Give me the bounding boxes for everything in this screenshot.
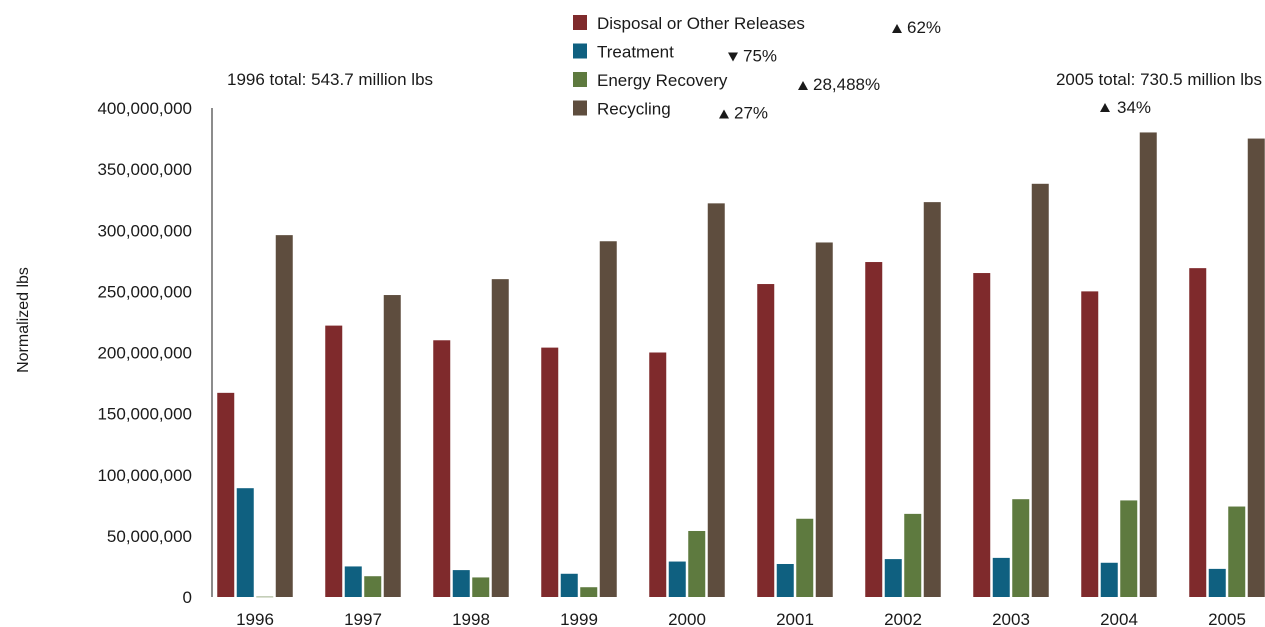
bar-energy-recovery-2003: [1012, 499, 1030, 597]
category-label: 2001: [776, 610, 814, 627]
legend-swatch-disposal-or-other-releases: [573, 15, 587, 30]
bar-treatment-2003: [992, 557, 1010, 597]
up-triangle-icon: [719, 109, 729, 119]
bar-treatment-2004: [1100, 562, 1118, 597]
total-1996-annotation: 1996 total: 543.7 million lbs: [227, 70, 433, 89]
bar-treatment-2000: [668, 561, 686, 597]
bar-energy-recovery-1999: [580, 587, 598, 597]
bars: [217, 132, 1265, 598]
legend: Disposal or Other Releases 62% Treatment 75…: [573, 14, 941, 123]
bar-recycling-1996: [275, 235, 293, 597]
bar-disposal-or-other-releases-2004: [1081, 291, 1099, 597]
bar-disposal-or-other-releases-2005: [1189, 268, 1207, 597]
legend-change-disposal-or-other-releases: 62%: [907, 18, 941, 37]
y-tick-label: 200,000,000: [97, 344, 192, 363]
bar-disposal-or-other-releases-1999: [541, 347, 559, 597]
bar-energy-recovery-1996: [256, 596, 274, 598]
y-tick-label: 400,000,000: [97, 99, 192, 118]
legend-label-energy-recovery: Energy Recovery: [597, 71, 728, 90]
bar-recycling-2002: [923, 202, 941, 597]
legend-swatch-recycling: [573, 100, 587, 116]
y-tick-label: 100,000,000: [97, 466, 192, 485]
category-label: 2005: [1208, 610, 1246, 627]
bar-energy-recovery-2005: [1228, 506, 1246, 597]
bar-recycling-2003: [1031, 183, 1049, 598]
bar-recycling-1998: [491, 279, 509, 597]
y-tick-label: 150,000,000: [97, 405, 192, 424]
y-tick-label: 0: [183, 588, 192, 607]
bar-disposal-or-other-releases-1997: [325, 325, 343, 597]
bar-treatment-1998: [452, 570, 470, 597]
bar-energy-recovery-1997: [364, 576, 382, 597]
y-tick-label: 350,000,000: [97, 160, 192, 179]
legend-swatch-energy-recovery: [573, 72, 587, 87]
category-label: 2000: [668, 610, 706, 627]
bar-disposal-or-other-releases-1996: [217, 392, 235, 597]
bar-recycling-2000: [707, 203, 725, 598]
bar-energy-recovery-2000: [688, 530, 706, 597]
y-tick-label: 300,000,000: [97, 221, 192, 240]
bar-recycling-1999: [599, 241, 617, 597]
bar-energy-recovery-2001: [796, 518, 814, 597]
down-triangle-icon: [728, 52, 738, 62]
bar-disposal-or-other-releases-2003: [973, 273, 991, 597]
total-change-annotation: 34%: [1117, 98, 1151, 117]
bar-recycling-2004: [1139, 132, 1157, 597]
category-label: 2004: [1100, 610, 1138, 627]
legend-swatch-treatment: [573, 43, 587, 59]
bar-energy-recovery-1998: [472, 577, 490, 597]
annotations: 1996 total: 543.7 million lbs 2005 total…: [227, 70, 1262, 117]
bar-energy-recovery-2002: [904, 513, 922, 597]
y-tick-labels: 0 50,000,000 100,000,000 150,000,000 200,000…: [97, 99, 192, 607]
bar-treatment-1996: [236, 488, 254, 597]
category-label: 1996: [236, 610, 274, 627]
bar-treatment-1997: [344, 566, 362, 597]
legend-label-treatment: Treatment: [597, 43, 674, 62]
legend-label-disposal-or-other-releases: Disposal or Other Releases: [597, 14, 805, 33]
bar-recycling-2001: [815, 242, 833, 597]
bar-treatment-2001: [776, 563, 794, 597]
legend-change-energy-recovery: 28,488%: [813, 75, 880, 94]
y-tick-label: 50,000,000: [107, 527, 192, 546]
y-axis-title: Normalized lbs: [15, 267, 32, 373]
bar-energy-recovery-2004: [1120, 500, 1138, 597]
category-label: 1997: [344, 610, 382, 627]
bar-disposal-or-other-releases-2001: [757, 284, 775, 597]
category-label: 2003: [992, 610, 1030, 627]
up-triangle-icon: [798, 81, 808, 90]
bar-disposal-or-other-releases-2000: [649, 352, 667, 597]
category-label: 1998: [452, 610, 490, 627]
total-2005-annotation: 2005 total: 730.5 million lbs: [1056, 70, 1262, 89]
category-labels: 1996 1997 1998 1999 2000 2001 2002 2003 2004 2005: [236, 610, 1246, 627]
total-change-up-triangle-icon: [1100, 103, 1110, 112]
bar-treatment-2002: [884, 559, 902, 597]
bar-disposal-or-other-releases-2002: [865, 262, 883, 597]
category-label: 2002: [884, 610, 922, 627]
legend-label-recycling: Recycling: [597, 100, 671, 119]
y-tick-label: 250,000,000: [97, 282, 192, 301]
legend-change-recycling: 27%: [734, 104, 768, 123]
bar-recycling-2005: [1247, 138, 1265, 597]
legend-change-treatment: 75%: [743, 47, 777, 66]
bar-disposal-or-other-releases-1998: [433, 340, 451, 597]
up-triangle-icon: [892, 24, 902, 33]
bar-treatment-1999: [560, 573, 578, 597]
bar-treatment-2005: [1208, 568, 1226, 597]
category-label: 1999: [560, 610, 598, 627]
bar-recycling-1997: [383, 295, 401, 597]
